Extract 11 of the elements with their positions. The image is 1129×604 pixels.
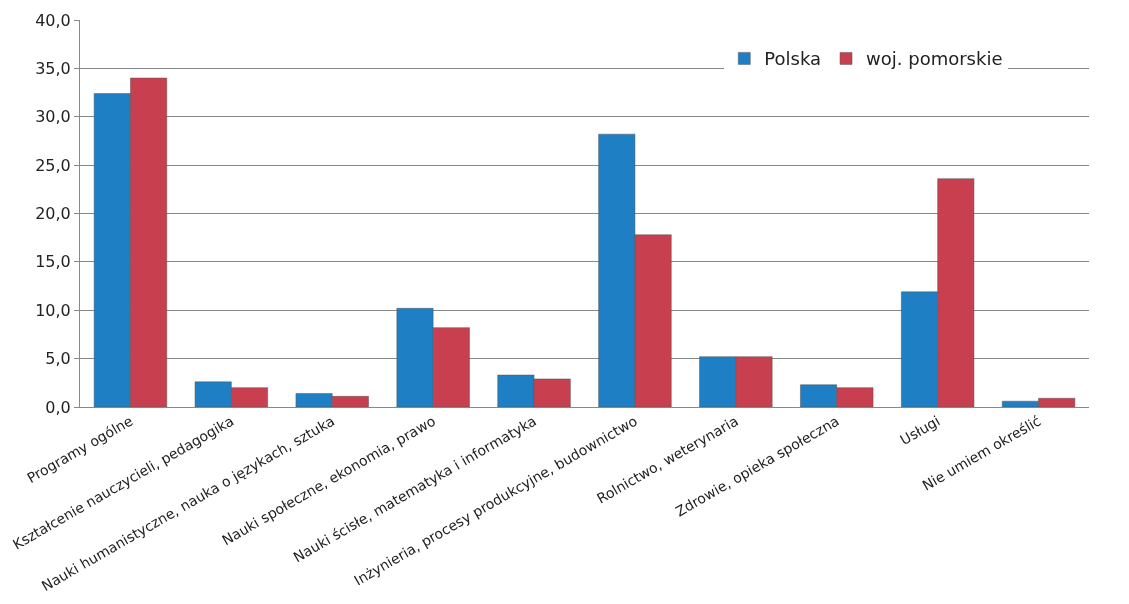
legend-label: woj. pomorskie (866, 48, 1003, 70)
y-tick-label: 30,0 (35, 107, 71, 127)
y-tick-label: 15,0 (35, 252, 71, 272)
y-tick-label: 35,0 (35, 58, 71, 78)
y-tick-label: 25,0 (35, 155, 71, 175)
y-tick-label: 20,0 (35, 204, 71, 224)
y-tick-label: 40,0 (35, 10, 71, 30)
y-tick-label: 10,0 (35, 300, 71, 320)
y-tick-label: 5,0 (45, 349, 71, 369)
y-tick-label: 0,0 (45, 397, 71, 417)
legend-label: Polska (764, 48, 822, 70)
